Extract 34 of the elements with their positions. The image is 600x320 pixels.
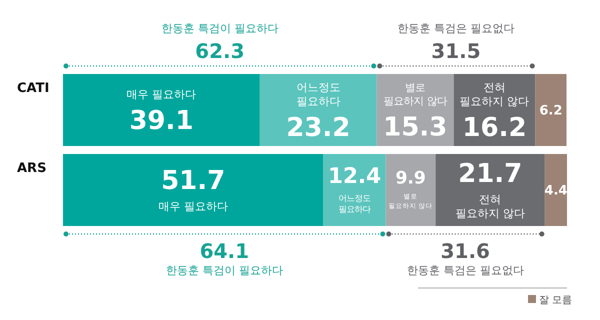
data-label: 15.3 [383, 112, 448, 143]
data-label: 23.2 [286, 113, 350, 144]
bar [386, 154, 436, 226]
legend-label: 잘 모름 [539, 295, 572, 306]
text: 31.6 [440, 239, 490, 263]
text: 어느정도 필요하다 [338, 192, 371, 214]
bar [535, 74, 566, 146]
text: 한동훈 특검이 필요하다 [161, 22, 278, 35]
text: 별로 필요하지 않다 [384, 82, 447, 108]
text: 한동훈 특검이 필요하다 [166, 264, 283, 277]
data-label: 6.2 [539, 104, 562, 119]
annotation: 62.3 [195, 39, 245, 63]
data-label: 39.1 [129, 106, 194, 136]
annotation: 31.5 [431, 39, 481, 63]
text: 64.1 [200, 239, 250, 263]
text: 전혀 필요하지 않다 [460, 81, 530, 108]
data-label: 12.4 [328, 164, 382, 190]
y-tick-label: ARS [17, 161, 46, 176]
y-tick-label: CATI [17, 81, 50, 96]
bar [436, 154, 545, 226]
bar [63, 154, 324, 226]
bar [544, 154, 567, 226]
data-label: 16.2 [462, 113, 527, 144]
text: 한동훈 특검은 필요없다 [397, 22, 514, 35]
data-label: 4.4 [544, 184, 568, 199]
data-label: 9.9 [395, 168, 426, 188]
text: 한동훈 특검은 필요없다 [406, 264, 524, 277]
bar [63, 74, 260, 146]
series-label: 전혀 필요하지 않다 [455, 193, 525, 220]
data-label: 51.7 [161, 166, 226, 196]
data-label: 21.7 [458, 159, 522, 190]
series-label: 어느정도 필요하다 [296, 81, 340, 108]
series-label: 매우 필요하다 [158, 200, 228, 213]
text: 매우 필요하다 [126, 88, 196, 101]
